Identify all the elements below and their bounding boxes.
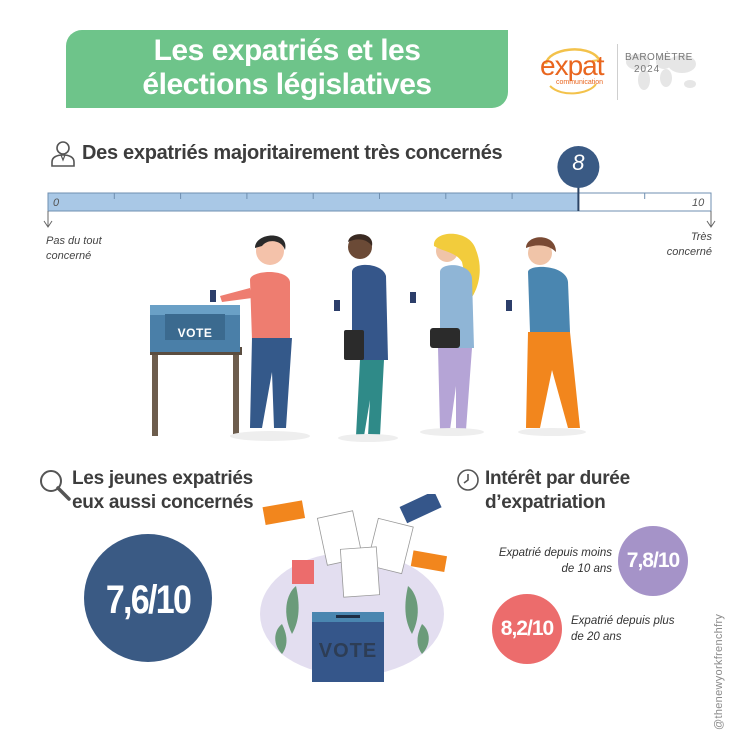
page-title: Les expatriés et les élections législati…	[66, 34, 508, 102]
ballot-hands-illustration	[260, 494, 448, 682]
expat-logo-swirl-icon	[544, 48, 603, 95]
duration-under10-label-line2: de 10 ans	[561, 563, 612, 575]
scale-label-max-line2: concerné	[666, 246, 712, 258]
ballot-box-label: VOTE	[177, 326, 213, 340]
expat-logo: expat	[540, 50, 604, 81]
scale-tick-min: 0	[53, 197, 60, 209]
scale-label-min-line1: Pas du tout	[46, 235, 102, 247]
duration-under10-label: Expatrié depuis moins de 10 ans	[470, 545, 612, 577]
expat-logo-sub: communication	[556, 79, 604, 86]
scale-marker-value: 8	[572, 150, 585, 175]
duration-under10-label-line1: Expatrié depuis moins	[498, 547, 612, 559]
duration-over20-label: Expatrié depuis plus de 20 ans	[571, 613, 701, 645]
scale-label-max-line1: Très	[690, 231, 712, 243]
barometer-label: BAROMÈTRE	[625, 52, 693, 63]
scale-tick-max: 10	[692, 197, 705, 209]
young-heading-line1: Les jeunes expatriés	[72, 468, 253, 489]
young-heading: Les jeunes expatriés eux aussi concernés	[72, 467, 254, 515]
voting-illustration	[150, 233, 586, 442]
scale-axis-left-arrowhead	[43, 220, 53, 228]
search-icon	[40, 470, 71, 501]
duration-under10-value: 7,8/10	[626, 549, 680, 572]
scale-label-max: Très concerné	[640, 230, 712, 260]
page-title-line1: Les expatriés et les	[153, 34, 421, 67]
scale-heading: Des expatriés majoritairement très conce…	[82, 142, 503, 164]
logo-divider	[617, 44, 618, 100]
scale-label-min: Pas du tout concerné	[46, 234, 102, 264]
duration-heading: Intérêt par durée d’expatriation	[485, 467, 630, 515]
page-title-line2: élections législatives	[142, 68, 432, 101]
ballot-box-label-2: VOTE	[318, 640, 378, 662]
scale-label-min-line2: concerné	[46, 250, 92, 262]
duration-heading-line2: d’expatriation	[485, 492, 606, 513]
world-map-icon	[626, 54, 696, 90]
barometer-year: 2024	[634, 64, 661, 75]
duration-over20-value: 8,2/10	[500, 617, 554, 640]
young-score-circle	[84, 534, 212, 662]
duration-heading-line1: Intérêt par durée	[485, 468, 630, 489]
scale-axis-right-arrowhead	[706, 220, 716, 228]
duration-over20-label-line2: de 20 ans	[571, 631, 622, 643]
watermark-handle: @thenewyorkfrenchfry	[713, 613, 725, 730]
scale-marker	[557, 146, 600, 188]
young-score-value: 7,6/10	[105, 578, 192, 622]
clock-icon	[457, 469, 479, 491]
title-banner	[66, 30, 508, 108]
duration-over20-circle	[492, 594, 562, 664]
duration-under10-circle	[618, 526, 688, 596]
duration-over20-label-line1: Expatrié depuis plus	[571, 615, 675, 627]
young-heading-line2: eux aussi concernés	[72, 492, 254, 513]
person-icon	[51, 141, 75, 167]
